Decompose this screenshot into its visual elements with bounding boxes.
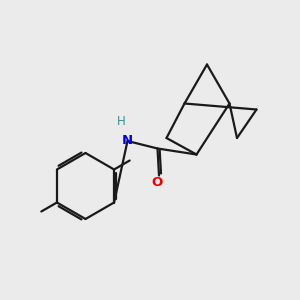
Text: O: O [151, 176, 162, 190]
Text: H: H [117, 115, 126, 128]
Text: N: N [122, 134, 133, 148]
